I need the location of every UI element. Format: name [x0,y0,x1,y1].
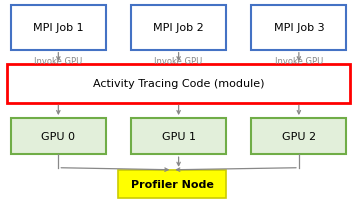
Text: GPU 0: GPU 0 [41,131,75,142]
FancyBboxPatch shape [11,6,106,50]
Text: Invoke GPU: Invoke GPU [34,57,83,66]
Text: Invoke GPU: Invoke GPU [275,57,323,66]
Text: MPI Job 3: MPI Job 3 [274,23,324,33]
Text: MPI Job 2: MPI Job 2 [153,23,204,33]
Text: Invoke GPU: Invoke GPU [154,57,202,66]
FancyBboxPatch shape [7,65,350,103]
FancyBboxPatch shape [118,170,226,198]
FancyBboxPatch shape [251,6,346,50]
Text: MPI Job 1: MPI Job 1 [33,23,84,33]
FancyBboxPatch shape [251,118,346,154]
Text: GPU 2: GPU 2 [282,131,316,142]
FancyBboxPatch shape [11,118,106,154]
Text: Profiler Node: Profiler Node [131,179,214,189]
Text: Activity Tracing Code (module): Activity Tracing Code (module) [93,79,264,89]
Text: GPU 1: GPU 1 [162,131,196,142]
FancyBboxPatch shape [131,118,226,154]
FancyBboxPatch shape [131,6,226,50]
